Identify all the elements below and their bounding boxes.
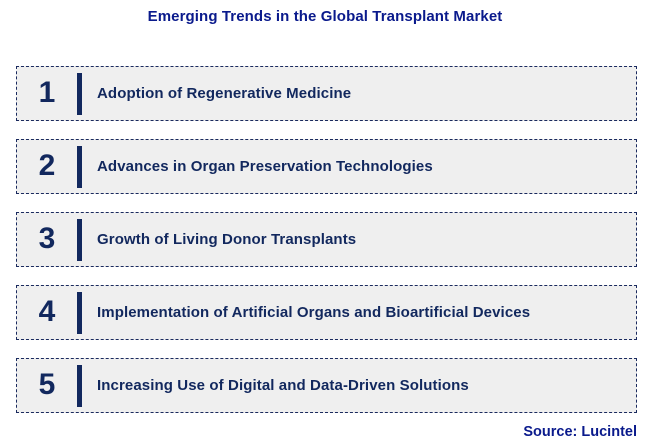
trend-label: Adoption of Regenerative Medicine	[97, 85, 352, 102]
trend-item-4: 4 Implementation of Artificial Organs an…	[16, 285, 637, 340]
trend-number: 1	[38, 75, 56, 109]
trend-divider-bar	[77, 218, 82, 261]
trend-number: 5	[38, 367, 56, 401]
source-credit: Source: Lucintel	[523, 424, 637, 440]
trend-divider-bar	[77, 145, 82, 188]
trend-label: Implementation of Artificial Organs and …	[97, 304, 531, 321]
trend-number: 4	[38, 294, 56, 328]
trend-number: 2	[38, 148, 56, 182]
trend-label: Growth of Living Donor Transplants	[97, 231, 357, 248]
trend-divider-bar	[77, 72, 82, 115]
trend-number: 3	[38, 221, 56, 255]
trend-divider-bar	[77, 364, 82, 407]
trend-item-2: 2 Advances in Organ Preservation Technol…	[16, 139, 637, 194]
trend-item-1: 1 Adoption of Regenerative Medicine	[16, 66, 637, 121]
page-title: Emerging Trends in the Global Transplant…	[147, 8, 503, 25]
trend-list: 1 Adoption of Regenerative Medicine 2 Ad…	[16, 66, 637, 431]
trend-divider-bar	[77, 291, 82, 334]
trend-item-5: 5 Increasing Use of Digital and Data-Dri…	[16, 358, 637, 413]
trend-label: Increasing Use of Digital and Data-Drive…	[97, 377, 469, 394]
trend-label: Advances in Organ Preservation Technolog…	[97, 158, 433, 175]
trend-item-3: 3 Growth of Living Donor Transplants	[16, 212, 637, 267]
